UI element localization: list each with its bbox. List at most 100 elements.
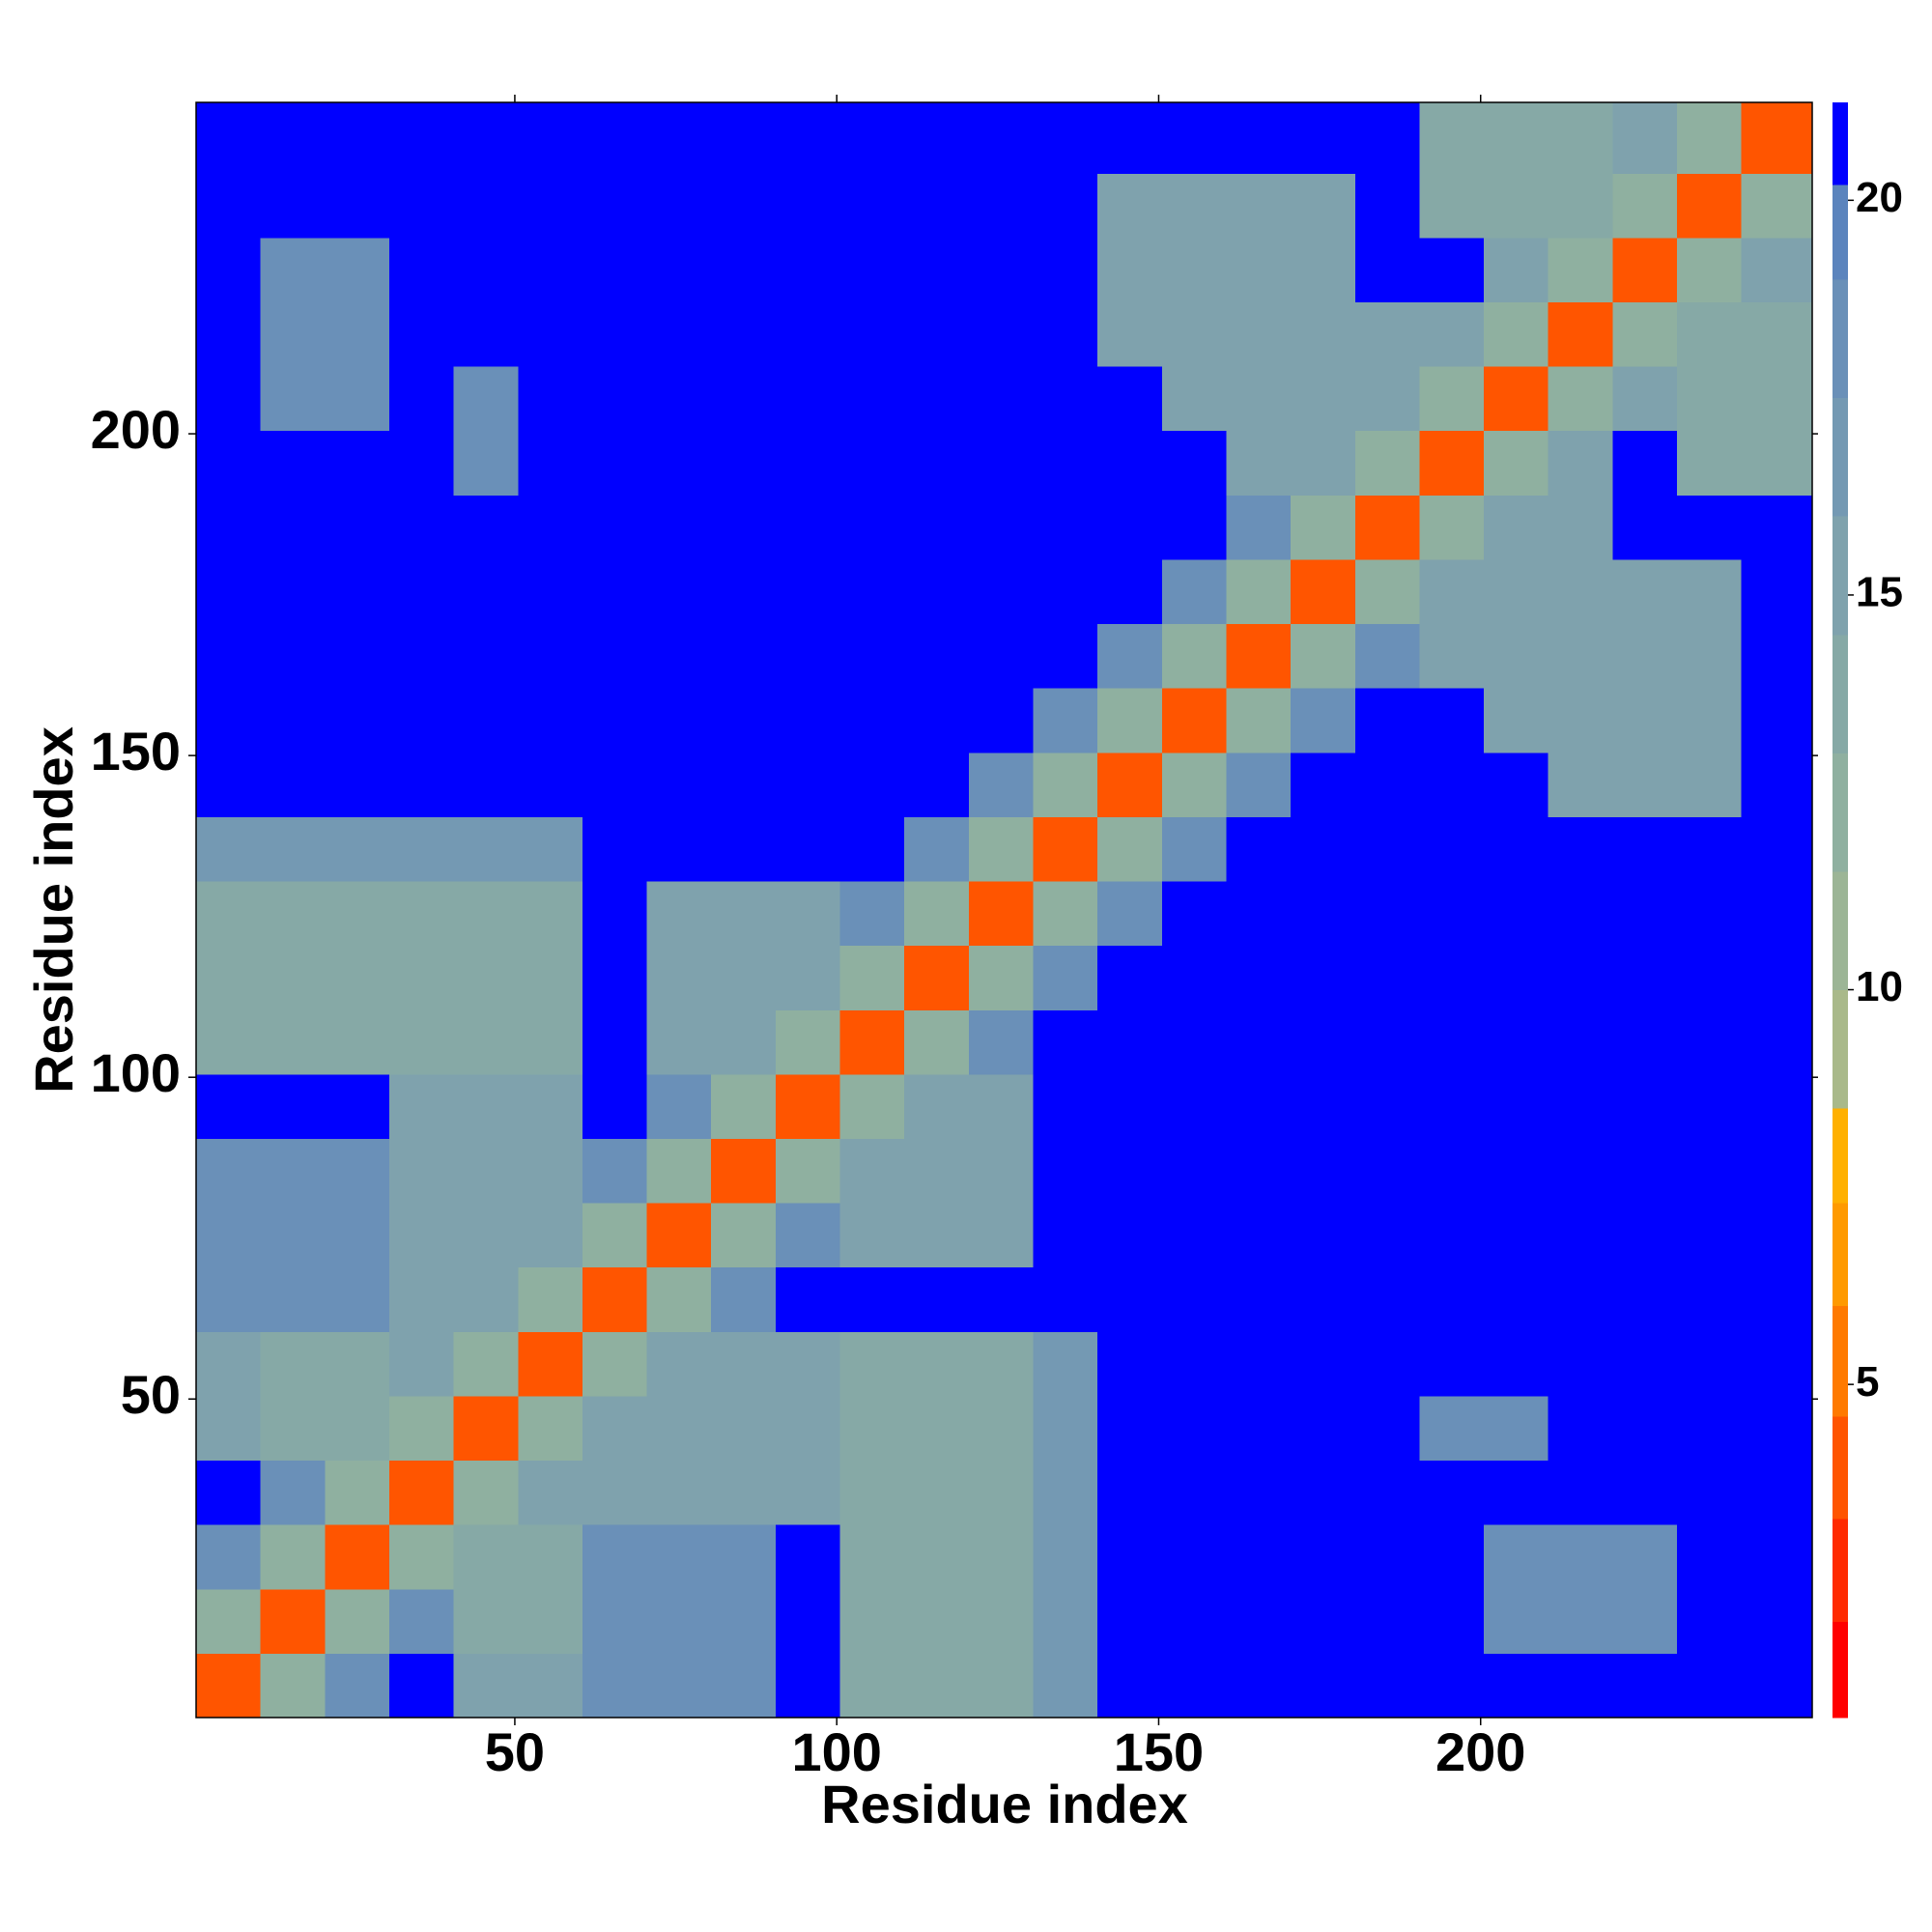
heatmap-cell bbox=[775, 495, 841, 560]
heatmap-cell bbox=[1548, 816, 1613, 882]
heatmap-cell bbox=[1291, 430, 1356, 496]
heatmap-cell bbox=[1354, 1460, 1420, 1525]
heatmap-cell bbox=[1033, 1588, 1098, 1654]
colorbar-segment bbox=[1833, 870, 1848, 991]
colorbar-segment bbox=[1833, 102, 1848, 185]
y-tick-label: 200 bbox=[91, 399, 181, 460]
heatmap-cell bbox=[1741, 366, 1813, 432]
heatmap-cell bbox=[904, 1266, 970, 1332]
heatmap-cell bbox=[711, 1588, 777, 1654]
heatmap-cell bbox=[1291, 558, 1356, 625]
heatmap-cell bbox=[904, 1460, 970, 1525]
heatmap-cell bbox=[711, 752, 777, 817]
colorbar-segment bbox=[1833, 989, 1848, 1109]
heatmap-cell bbox=[325, 1009, 390, 1075]
heatmap-cell bbox=[968, 1203, 1034, 1268]
heatmap-cell bbox=[839, 752, 905, 817]
heatmap-cell bbox=[518, 1009, 583, 1075]
heatmap-cell bbox=[260, 1524, 326, 1590]
heatmap-cell bbox=[582, 1460, 648, 1525]
heatmap-cell bbox=[1033, 816, 1098, 882]
heatmap-cell bbox=[775, 752, 841, 817]
heatmap-cell bbox=[582, 1203, 648, 1268]
heatmap-cell bbox=[1097, 1460, 1163, 1525]
heatmap-cell bbox=[1741, 558, 1813, 625]
heatmap-cell bbox=[1226, 1203, 1292, 1268]
x-tick-label: 150 bbox=[1114, 1721, 1204, 1782]
heatmap-cell bbox=[325, 558, 390, 625]
heatmap-cell bbox=[1548, 1588, 1613, 1654]
heatmap-cell bbox=[968, 173, 1034, 239]
heatmap-cell bbox=[1419, 945, 1485, 1010]
heatmap-cell bbox=[325, 1331, 390, 1397]
heatmap-cell bbox=[1291, 366, 1356, 432]
heatmap-cell bbox=[1097, 881, 1163, 947]
y-tick-label: 100 bbox=[91, 1042, 181, 1103]
heatmap-cell bbox=[1419, 102, 1485, 174]
heatmap-cell bbox=[1097, 1395, 1163, 1462]
heatmap-cell bbox=[1677, 1524, 1743, 1590]
heatmap-cell bbox=[1484, 1073, 1549, 1139]
heatmap-cell bbox=[388, 366, 455, 432]
heatmap-cell bbox=[711, 558, 777, 625]
heatmap-cell bbox=[1097, 173, 1163, 239]
colorbar-tick-label: 20 bbox=[1856, 174, 1903, 221]
heatmap-cell bbox=[1033, 945, 1098, 1010]
heatmap-cell bbox=[453, 816, 519, 882]
heatmap-cell bbox=[1226, 1073, 1292, 1139]
heatmap-cell bbox=[1741, 495, 1813, 560]
heatmap-cell bbox=[1097, 366, 1163, 432]
heatmap-cell bbox=[388, 301, 455, 367]
heatmap-cell bbox=[711, 1073, 777, 1139]
heatmap-cell bbox=[1226, 102, 1292, 174]
heatmap-cell bbox=[968, 1138, 1034, 1204]
heatmap-cell bbox=[1612, 430, 1678, 496]
heatmap-cell bbox=[1033, 1395, 1098, 1462]
heatmap-cell bbox=[196, 752, 262, 817]
heatmap-cell bbox=[196, 1460, 262, 1525]
heatmap-cell bbox=[839, 366, 905, 432]
heatmap-cell bbox=[1354, 816, 1420, 882]
heatmap-cell bbox=[1612, 366, 1678, 432]
colorbar-segment bbox=[1833, 1519, 1848, 1622]
heatmap-cell bbox=[1741, 945, 1813, 1010]
heatmap-cell bbox=[1677, 366, 1743, 432]
heatmap-cell bbox=[646, 623, 712, 689]
heatmap-cell bbox=[1161, 1524, 1227, 1590]
plot-frame bbox=[195, 101, 1813, 1719]
heatmap-cell bbox=[1484, 1266, 1549, 1332]
heatmap-cell bbox=[1484, 1331, 1549, 1397]
heatmap-cell bbox=[711, 366, 777, 432]
colorbar-segment bbox=[1833, 634, 1848, 753]
heatmap-cell bbox=[1097, 688, 1163, 753]
heatmap-cell bbox=[775, 1524, 841, 1590]
heatmap-cell bbox=[839, 816, 905, 882]
heatmap-cell bbox=[1097, 1331, 1163, 1397]
heatmap-cell bbox=[453, 1524, 519, 1590]
heatmap-cell bbox=[1354, 1009, 1420, 1075]
heatmap-cell bbox=[260, 1331, 326, 1397]
heatmap-cell bbox=[518, 1073, 583, 1139]
heatmap-cell bbox=[196, 558, 262, 625]
heatmap-cell bbox=[196, 816, 262, 882]
heatmap-cell bbox=[1354, 688, 1420, 753]
heatmap-cell bbox=[582, 688, 648, 753]
heatmap-cell bbox=[1741, 237, 1813, 303]
heatmap-cell bbox=[388, 816, 455, 882]
heatmap-cell bbox=[904, 495, 970, 560]
heatmap-cell bbox=[1354, 430, 1420, 496]
heatmap-cell bbox=[518, 1203, 583, 1268]
heatmap-cell bbox=[1677, 1203, 1743, 1268]
heatmap-cell bbox=[1484, 1524, 1549, 1590]
heatmap-cell bbox=[839, 1203, 905, 1268]
heatmap-cell bbox=[1677, 945, 1743, 1010]
heatmap-cell bbox=[196, 688, 262, 753]
heatmap-cell bbox=[968, 1073, 1034, 1139]
heatmap-cell bbox=[646, 1009, 712, 1075]
heatmap-cell bbox=[1548, 1138, 1613, 1204]
heatmap-cell bbox=[1612, 1203, 1678, 1268]
heatmap-cell bbox=[1612, 495, 1678, 560]
heatmap-cell bbox=[1484, 173, 1549, 239]
heatmap-cell bbox=[1484, 1138, 1549, 1204]
heatmap-cell bbox=[775, 1588, 841, 1654]
